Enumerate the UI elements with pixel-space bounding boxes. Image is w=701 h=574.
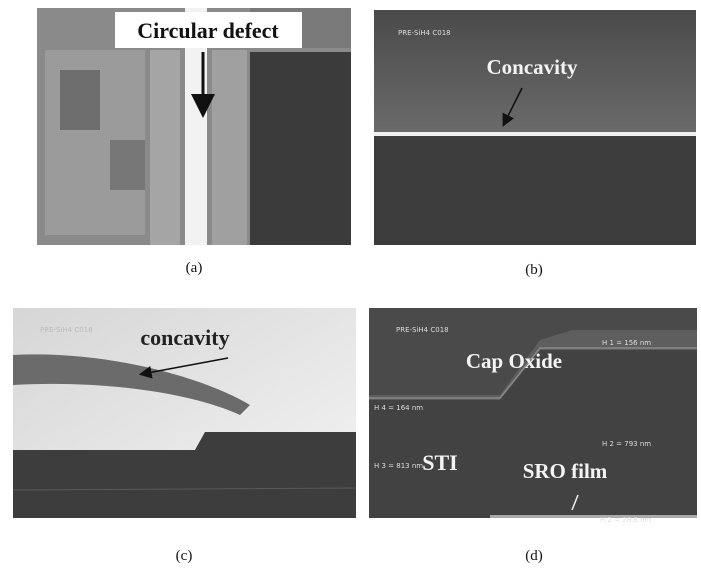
sem-label: PRE-SiH4 C018	[40, 326, 93, 334]
dark-region	[250, 52, 351, 245]
caption: (b)	[525, 262, 543, 278]
pad-column	[212, 50, 247, 245]
circuit-block	[60, 70, 100, 130]
measurement: H 2 = 28.8 nm	[600, 516, 652, 524]
label: concavity	[140, 325, 229, 350]
panel-a: Circular defect (a)	[37, 8, 351, 276]
panel-c: PRE-SiH4 C018 concavity (c)	[13, 308, 356, 564]
measurement: H 1 = 156 nm	[602, 339, 651, 347]
label: SRO film	[523, 459, 608, 483]
label: STI	[422, 450, 457, 475]
panel-b: PRE-SiH4 C018 Concavity (b)	[374, 10, 696, 278]
substrate	[374, 136, 696, 245]
figure: Circular defect (a) PRE-SiH4 C018 Concav…	[0, 0, 701, 574]
sem-label: PRE-SiH4 C018	[396, 326, 449, 334]
caption: (c)	[176, 548, 193, 564]
label: Cap Oxide	[466, 349, 562, 373]
label: Circular defect	[137, 18, 279, 43]
measurement: H 3 = 813 nm	[374, 462, 423, 470]
panel-d: PRE-SiH4 C018 Cap Oxide STI SRO film H 1…	[369, 308, 697, 564]
label: Concavity	[487, 55, 578, 79]
sro-film	[490, 515, 697, 518]
pad-column	[150, 50, 180, 245]
interface	[374, 132, 696, 136]
circuit-block	[110, 140, 145, 190]
sem-label: PRE-SiH4 C018	[398, 29, 451, 37]
measurement: H 2 = 793 nm	[602, 440, 651, 448]
measurement: H 4 = 164 nm	[374, 404, 423, 412]
caption: (a)	[186, 260, 203, 276]
caption: (d)	[525, 548, 543, 564]
